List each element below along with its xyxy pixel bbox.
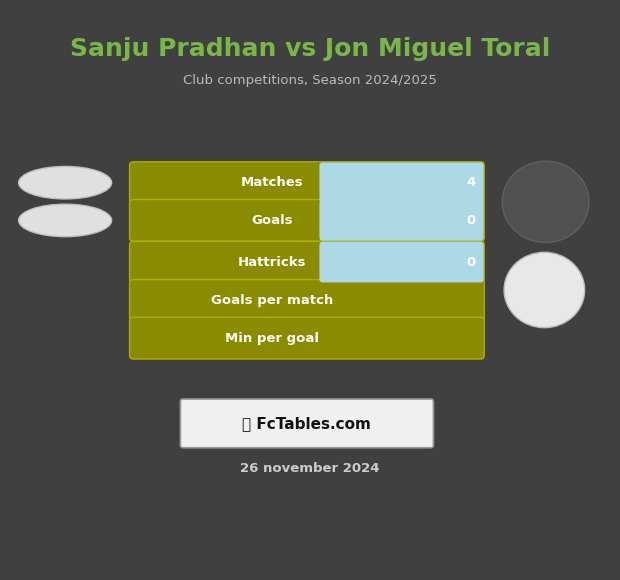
Circle shape xyxy=(504,252,585,328)
Ellipse shape xyxy=(19,204,112,237)
Circle shape xyxy=(502,161,589,242)
FancyBboxPatch shape xyxy=(130,200,484,241)
Text: 26 november 2024: 26 november 2024 xyxy=(241,462,379,474)
FancyBboxPatch shape xyxy=(319,200,484,241)
Text: Goals per match: Goals per match xyxy=(211,294,334,307)
Text: Sanju Pradhan vs Jon Miguel Toral: Sanju Pradhan vs Jon Miguel Toral xyxy=(70,37,550,61)
FancyBboxPatch shape xyxy=(130,317,484,359)
Text: 4: 4 xyxy=(467,176,476,189)
FancyBboxPatch shape xyxy=(319,242,484,282)
FancyBboxPatch shape xyxy=(180,399,433,448)
Text: Matches: Matches xyxy=(241,176,304,189)
Text: Club competitions, Season 2024/2025: Club competitions, Season 2024/2025 xyxy=(183,74,437,86)
Text: 📊 FcTables.com: 📊 FcTables.com xyxy=(242,416,371,431)
FancyBboxPatch shape xyxy=(130,241,484,283)
Text: Hattricks: Hattricks xyxy=(238,256,306,269)
FancyBboxPatch shape xyxy=(130,162,484,204)
Text: Goals: Goals xyxy=(251,214,293,227)
Text: 0: 0 xyxy=(467,256,476,269)
Text: Min per goal: Min per goal xyxy=(225,332,319,345)
Text: 0: 0 xyxy=(467,214,476,227)
Ellipse shape xyxy=(19,166,112,199)
FancyBboxPatch shape xyxy=(319,162,484,203)
FancyBboxPatch shape xyxy=(130,280,484,321)
